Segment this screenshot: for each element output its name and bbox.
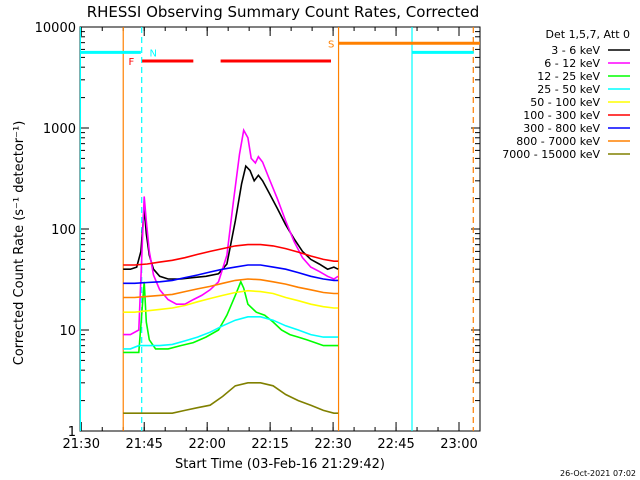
legend-item-label: 3 - 6 keV: [551, 44, 600, 57]
annotation-label: N: [149, 48, 156, 59]
series-line: [123, 127, 339, 336]
series-line: [123, 278, 339, 299]
x-tick-label: 21:45: [125, 437, 162, 452]
plot-frame: [79, 26, 481, 432]
y-axis-label: Corrected Count Rate (s⁻¹ detector⁻¹): [12, 121, 27, 366]
plot-axes: 21:30 21:45 22:00 22:15 22:30 22:45 23:00 1 10 10…: [35, 21, 481, 452]
y-tick-label: 100: [51, 223, 76, 238]
legend-item-label: 7000 - 15000 keV: [502, 148, 600, 161]
annotation-label: S: [328, 39, 334, 50]
legend-item-label: 100 - 300 keV: [523, 109, 600, 122]
series-line: [123, 381, 339, 415]
timestamp-footer: 26-Oct-2021 07:02: [560, 469, 636, 478]
x-tick-label: 22:45: [377, 437, 414, 452]
x-axis-label: Start Time (03-Feb-16 21:29:42): [175, 457, 385, 472]
x-tick-label: 22:30: [314, 437, 351, 452]
legend-item-label: 6 - 12 keV: [544, 57, 600, 70]
chart-title: RHESSI Observing Summary Count Rates, Co…: [87, 3, 480, 21]
series-lines: [123, 127, 339, 415]
series-line: [123, 289, 339, 314]
y-tick-label: 1000: [43, 122, 76, 137]
series-line: [123, 164, 339, 280]
x-tick-label: 22:15: [251, 437, 288, 452]
legend-item-label: 50 - 100 keV: [530, 96, 600, 109]
legend-item-label: 12 - 25 keV: [537, 70, 600, 83]
legend-item-label: 300 - 800 keV: [523, 122, 600, 135]
legend-item-label: 800 - 7000 keV: [516, 135, 600, 148]
x-tick-label: 22:00: [188, 437, 225, 452]
state-annotations: N F S: [128, 39, 334, 68]
vertical-marker-lines: [79, 27, 474, 431]
y-tick-label: 1: [68, 425, 76, 440]
series-line: [123, 315, 339, 350]
x-tick-label: 23:00: [440, 437, 477, 452]
legend-item-label: 25 - 50 keV: [537, 83, 600, 96]
series-line: [123, 243, 339, 266]
y-tick-label: 10000: [35, 21, 76, 36]
state-bars: [80, 41, 480, 63]
series-line: [123, 279, 339, 354]
x-tick-label: 21:30: [63, 437, 100, 452]
legend-header: Det 1,5,7, Att 0: [546, 28, 630, 41]
series-line: [123, 264, 339, 285]
y-tick-label: 10: [59, 324, 76, 339]
annotation-label: F: [128, 57, 134, 68]
